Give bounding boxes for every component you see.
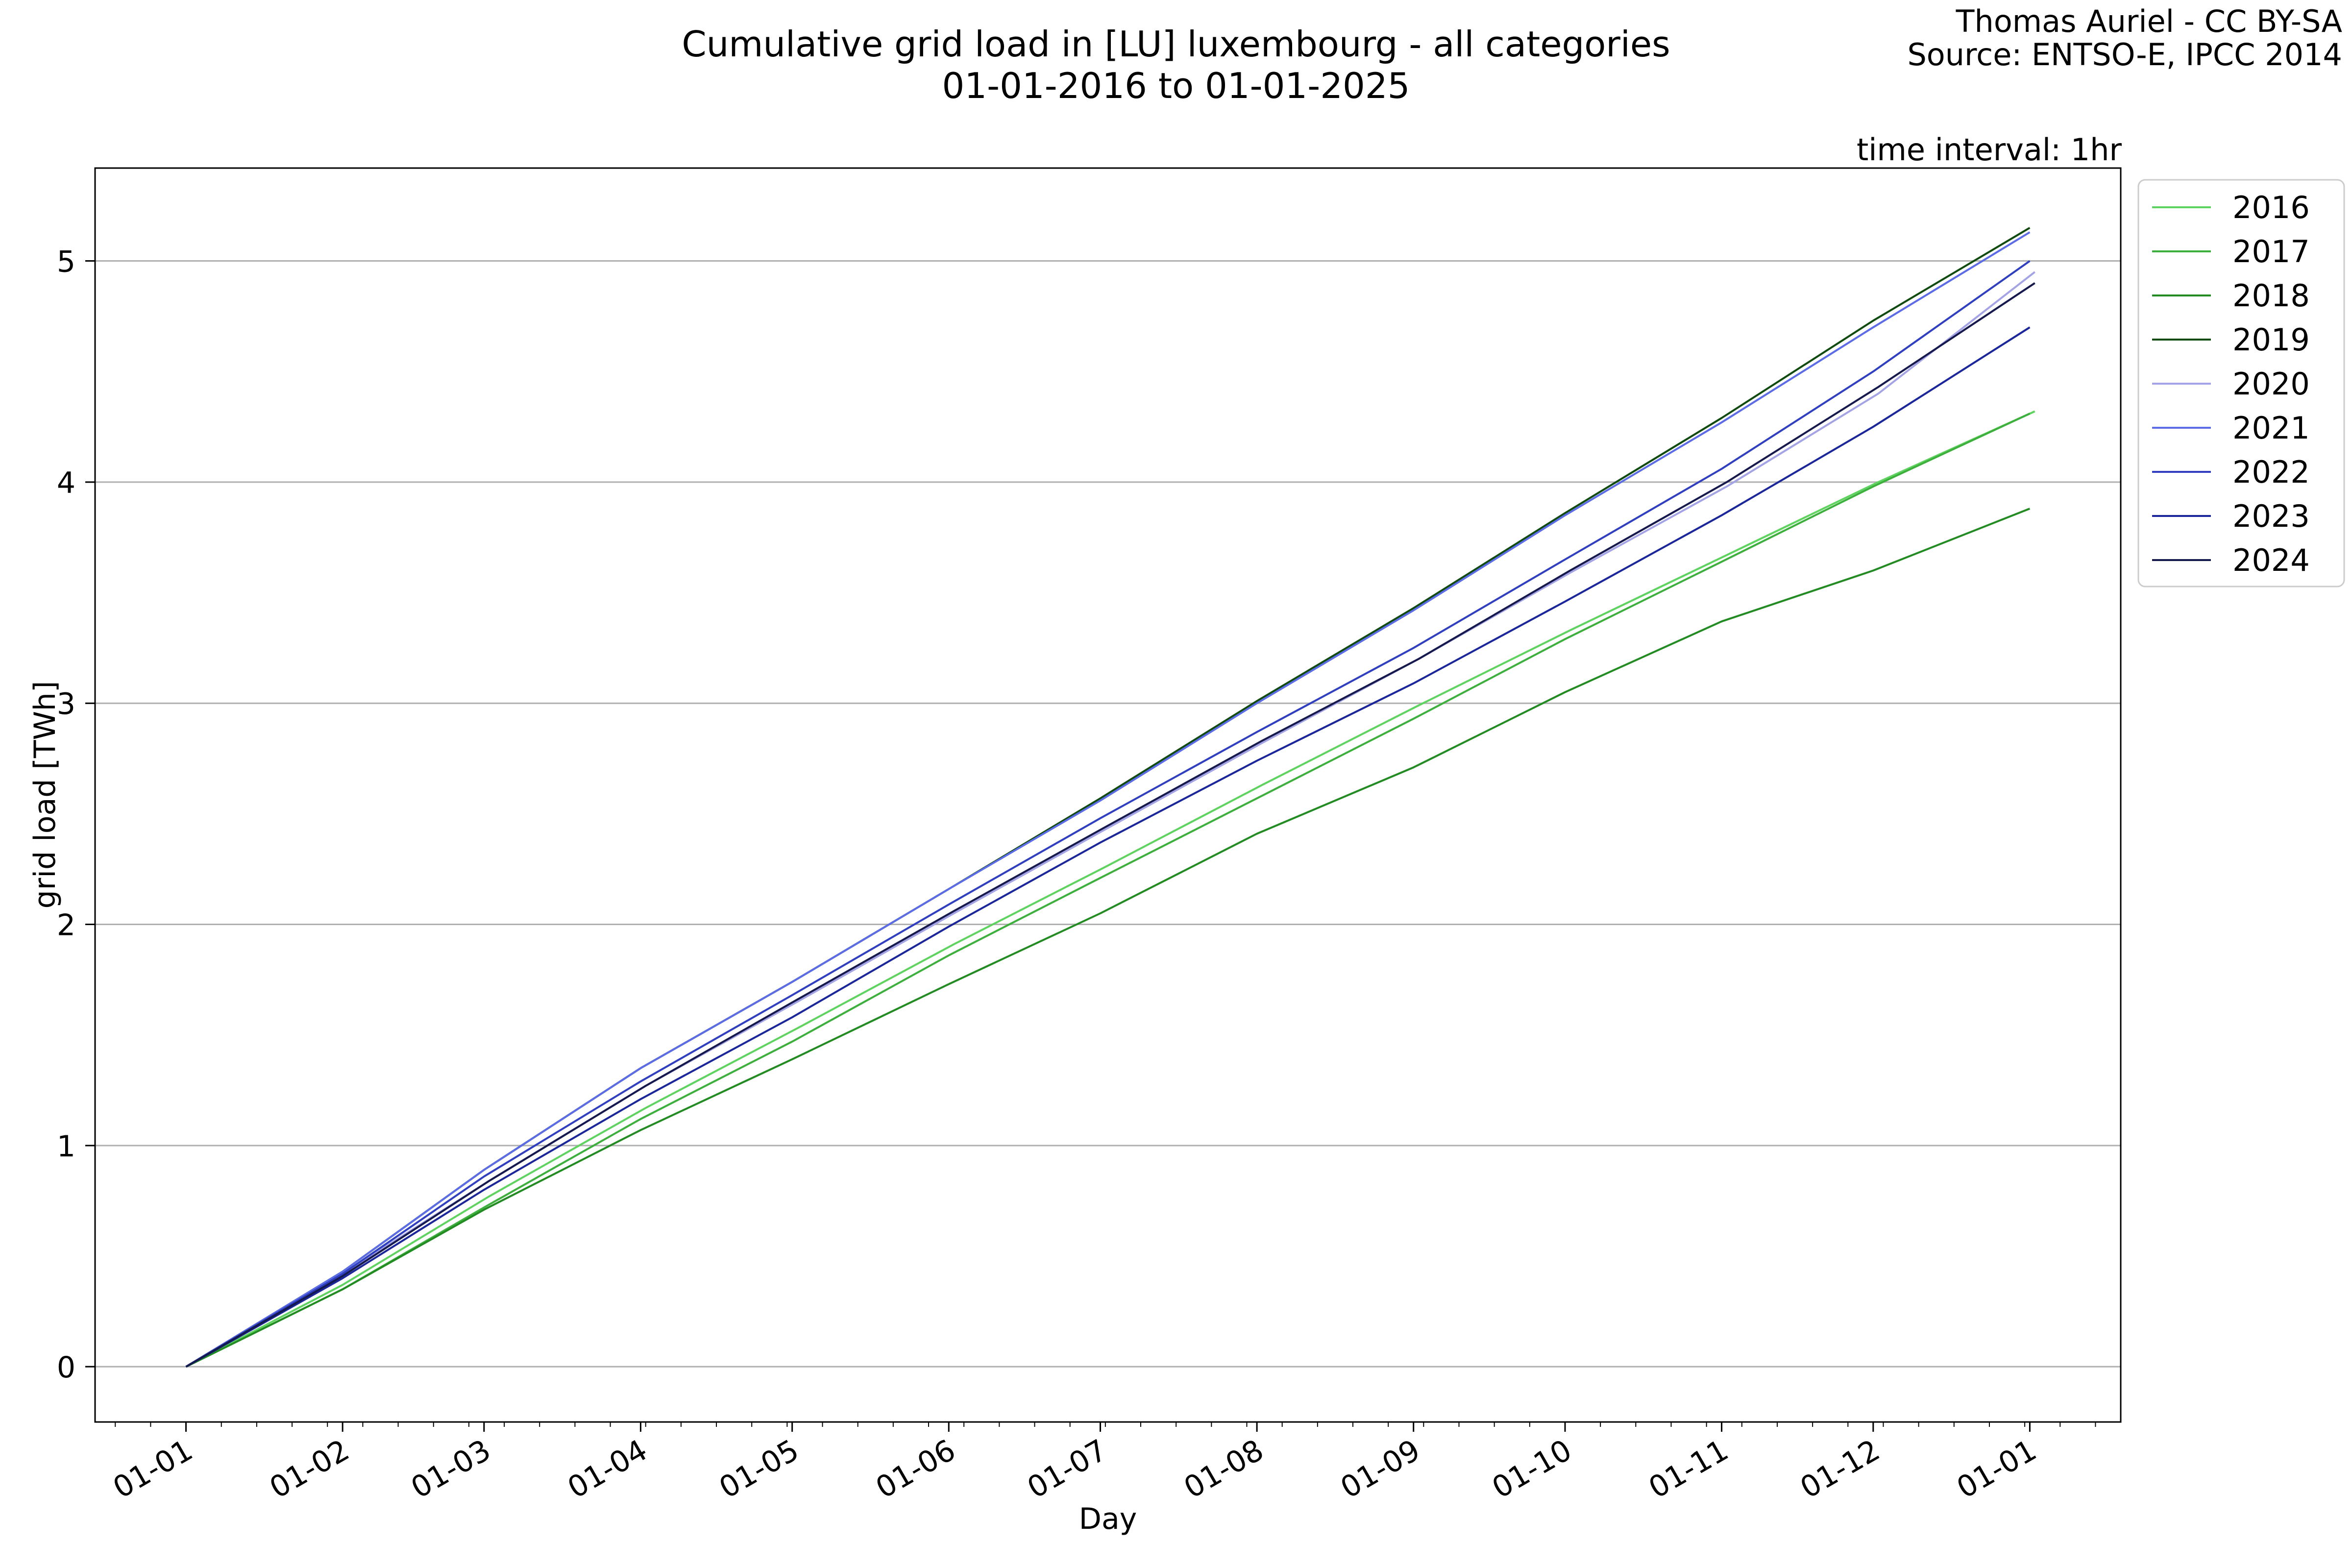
x-tick-label: 01-11: [1643, 1433, 1734, 1505]
legend-item-2016: 2016: [2152, 190, 2310, 225]
legend-item-2024: 2024: [2152, 542, 2310, 578]
y-axis: 0 1 2 3 4 5: [57, 245, 95, 1385]
series-line-2017: [185, 413, 2031, 1368]
series-line-2022: [185, 260, 2031, 1368]
y-tick-label: 3: [57, 687, 75, 721]
series-lines: [185, 227, 2035, 1368]
x-tick-label: 01-09: [1335, 1433, 1426, 1505]
legend-label: 2022: [2232, 454, 2310, 490]
chart-title-line2: 01-01-2016 to 01-01-2025: [942, 65, 1410, 106]
legend-label: 2019: [2232, 322, 2310, 358]
x-tick-label: 01-12: [1794, 1433, 1886, 1505]
legend-item-2017: 2017: [2152, 234, 2310, 270]
y-tick-label: 5: [57, 245, 75, 279]
series-line-2016: [185, 410, 2035, 1368]
y-tick-label: 1: [57, 1129, 75, 1164]
legend: 2016 2017 2018 2019 2020 2021 2022 2023 2024: [2137, 179, 2345, 588]
legend-item-2018: 2018: [2152, 278, 2310, 314]
y-tick-label: 2: [57, 908, 75, 943]
x-tick-label: 01-01: [1951, 1433, 2042, 1505]
legend-item-2021: 2021: [2152, 410, 2310, 446]
gridlines: [95, 260, 2121, 1368]
x-tick-label: 01-04: [562, 1433, 653, 1505]
x-tick-label: 01-08: [1178, 1433, 1270, 1505]
x-axis: 01-01 01-02 01-03 01-04 01-05 01-06 01-07 01-08…: [107, 1422, 2096, 1505]
time-interval-note: time interval: 1hr: [1857, 132, 2122, 168]
plot-frame: [94, 167, 2122, 1423]
legend-item-2019: 2019: [2152, 322, 2310, 358]
legend-item-2022: 2022: [2152, 454, 2310, 490]
credit-author: Thomas Auriel - CC BY-SA: [1956, 3, 2342, 39]
x-tick-label: 01-10: [1486, 1433, 1577, 1505]
x-axis-label: Day: [1079, 1502, 1137, 1536]
x-tick-label: 01-07: [1022, 1433, 1113, 1505]
legend-item-2023: 2023: [2152, 498, 2310, 534]
legend-label: 2021: [2232, 410, 2310, 446]
x-tick-label: 01-03: [405, 1433, 496, 1505]
legend-item-2020: 2020: [2152, 366, 2310, 402]
series-line-2023: [185, 326, 2031, 1368]
legend-frame: [2137, 179, 2345, 588]
series-line-2018: [185, 508, 2031, 1368]
legend-label: 2024: [2232, 542, 2310, 578]
series-line-2021: [185, 231, 2031, 1368]
x-tick-label: 01-01: [107, 1433, 198, 1505]
y-tick-label: 0: [57, 1350, 75, 1385]
x-tick-label: 01-06: [870, 1433, 961, 1505]
x-tick-label: 01-02: [264, 1433, 355, 1505]
credit-source: Source: ENTSO-E, IPCC 2014: [1907, 37, 2342, 73]
series-line-2019: [185, 227, 2031, 1368]
y-axis-label: grid load [TWh]: [28, 681, 62, 909]
legend-label: 2018: [2232, 278, 2310, 314]
legend-label: 2023: [2232, 498, 2310, 534]
legend-label: 2020: [2232, 366, 2310, 402]
y-tick-label: 4: [57, 466, 75, 500]
x-tick-label: 01-05: [713, 1433, 805, 1505]
legend-label: 2016: [2232, 190, 2310, 225]
series-line-2024: [185, 282, 2035, 1368]
legend-label: 2017: [2232, 234, 2310, 270]
chart-title-line1: Cumulative grid load in [LU] luxembourg …: [682, 24, 1670, 65]
